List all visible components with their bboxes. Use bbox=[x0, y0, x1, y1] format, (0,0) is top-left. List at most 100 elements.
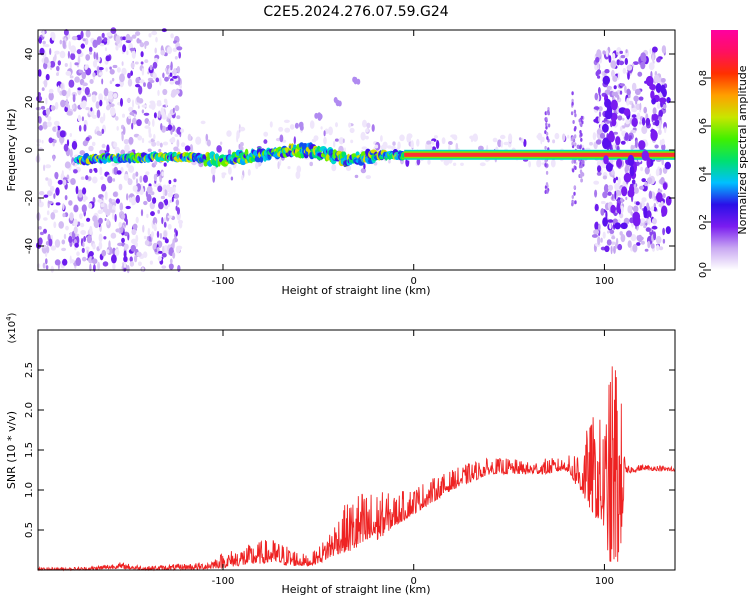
spectrogram-point bbox=[115, 35, 121, 45]
spectrogram-point bbox=[364, 135, 369, 140]
spectrogram-point bbox=[631, 114, 637, 119]
spectrogram-point bbox=[665, 196, 672, 206]
spectrogram-point bbox=[433, 135, 438, 139]
spectrogram-point bbox=[123, 243, 129, 250]
spectrogram-point bbox=[602, 50, 606, 55]
spectrogram-point bbox=[148, 104, 153, 109]
spectrogram-point bbox=[174, 80, 181, 85]
spectrogram-point bbox=[653, 206, 657, 212]
spectrogram-point bbox=[108, 240, 111, 250]
spectrogram-point bbox=[143, 112, 150, 116]
spectrogram-point bbox=[593, 180, 600, 185]
spectrogram-point bbox=[629, 184, 635, 194]
colorbar-tick-label: 0.2 bbox=[698, 214, 709, 230]
spectrogram-point bbox=[120, 97, 123, 107]
spectrogram-point bbox=[120, 81, 124, 86]
spectrogram-point bbox=[69, 148, 73, 158]
spectrogram-point bbox=[85, 136, 90, 142]
spectrogram-point bbox=[612, 75, 618, 82]
spectrogram-point bbox=[580, 115, 584, 120]
spectrogram-point bbox=[631, 117, 638, 128]
spectrogram-point bbox=[99, 116, 104, 124]
carrier-point bbox=[351, 153, 358, 158]
spectrogram-point bbox=[88, 202, 93, 209]
spectrogram-point bbox=[85, 107, 90, 111]
snr-panel: -100 0 100 0.5 1.0 1.5 2.0 2.5 Height of strai… bbox=[5, 312, 676, 596]
spectrogram-point bbox=[643, 106, 647, 114]
spectrogram-point bbox=[128, 106, 134, 112]
spectrogram-point bbox=[328, 126, 333, 136]
spectrogram-point bbox=[150, 211, 155, 217]
spectrogram-point bbox=[83, 124, 87, 132]
x-tick-label: 0 bbox=[411, 276, 417, 287]
spectrogram-point bbox=[137, 105, 140, 109]
spectrogram-point bbox=[59, 50, 66, 59]
spectrogram-point bbox=[59, 130, 66, 138]
spectrogram-point bbox=[155, 77, 160, 83]
spectrogram-point bbox=[115, 116, 119, 121]
spectrogram-point bbox=[81, 71, 87, 80]
spectrogram-point bbox=[128, 165, 135, 173]
spectrogram-point bbox=[293, 136, 296, 145]
spectrogram-point bbox=[228, 166, 232, 175]
spectrogram-point bbox=[650, 243, 655, 249]
spectrogram-point bbox=[116, 170, 122, 175]
spectrogram-point bbox=[641, 178, 646, 183]
spectrogram-point bbox=[573, 185, 576, 190]
spectrogram-point bbox=[61, 258, 68, 266]
spectrogram-point bbox=[157, 110, 161, 119]
spectrogram-point bbox=[139, 175, 143, 183]
spectrogram-trace-point bbox=[294, 122, 299, 129]
spectrogram-point bbox=[637, 234, 643, 243]
spectrogram-point bbox=[76, 251, 80, 256]
spectrogram-point bbox=[129, 47, 136, 52]
spectrogram-point bbox=[60, 83, 64, 90]
spectrogram-point bbox=[571, 202, 574, 207]
spectrogram-point bbox=[141, 68, 145, 76]
spectrogram-point bbox=[575, 161, 578, 165]
spectrogram-point bbox=[598, 223, 601, 231]
spectrogram-point bbox=[62, 179, 67, 186]
spectrogram-point bbox=[156, 140, 161, 146]
spectrogram-point bbox=[651, 218, 657, 225]
spectrogram-point bbox=[132, 117, 137, 125]
spectrogram-point bbox=[73, 204, 79, 213]
y-tick-label: 0.5 bbox=[24, 522, 35, 538]
spectrogram-point bbox=[613, 177, 616, 184]
spectrogram-point bbox=[624, 85, 627, 94]
spectrogram-point bbox=[167, 202, 170, 208]
spectrogram-point bbox=[50, 185, 55, 192]
spectrogram-point bbox=[647, 240, 651, 249]
spectrogram-point bbox=[596, 49, 602, 58]
spectrogram-point bbox=[105, 67, 108, 72]
spectrogram-point bbox=[80, 176, 85, 180]
spectrogram-point bbox=[652, 54, 655, 63]
spectrogram-point bbox=[361, 146, 368, 150]
spectrogram-point bbox=[547, 123, 551, 128]
spectrogram-point bbox=[662, 193, 666, 199]
spectrogram-point bbox=[74, 242, 79, 248]
spectrogram-point bbox=[149, 64, 153, 71]
spectrogram-point bbox=[645, 117, 651, 126]
spectrogram-point bbox=[597, 165, 602, 173]
spectrogram-point bbox=[101, 143, 106, 149]
spectrogram-point bbox=[571, 195, 574, 199]
spectrogram-point bbox=[269, 121, 273, 128]
spectrogram-point bbox=[127, 72, 131, 79]
y-tick-label: 2.5 bbox=[24, 362, 35, 378]
spectrogram-point bbox=[70, 45, 77, 54]
spectrogram-point bbox=[620, 140, 626, 145]
spectrogram-point bbox=[642, 184, 648, 192]
spectrogram-point bbox=[624, 57, 628, 66]
spectrogram-point bbox=[661, 45, 667, 54]
spectrogram-point bbox=[657, 189, 663, 193]
spectrogram-point bbox=[596, 171, 602, 176]
spectrogram-point bbox=[631, 82, 637, 92]
spectrogram-point bbox=[518, 137, 522, 141]
spectrogram-point bbox=[53, 221, 57, 229]
spectrogram-point bbox=[169, 72, 173, 77]
spectrogram-point bbox=[656, 102, 661, 109]
spectrogram-point bbox=[139, 42, 145, 48]
spectrogram-point bbox=[580, 123, 583, 128]
spectrogram-point bbox=[335, 122, 338, 128]
